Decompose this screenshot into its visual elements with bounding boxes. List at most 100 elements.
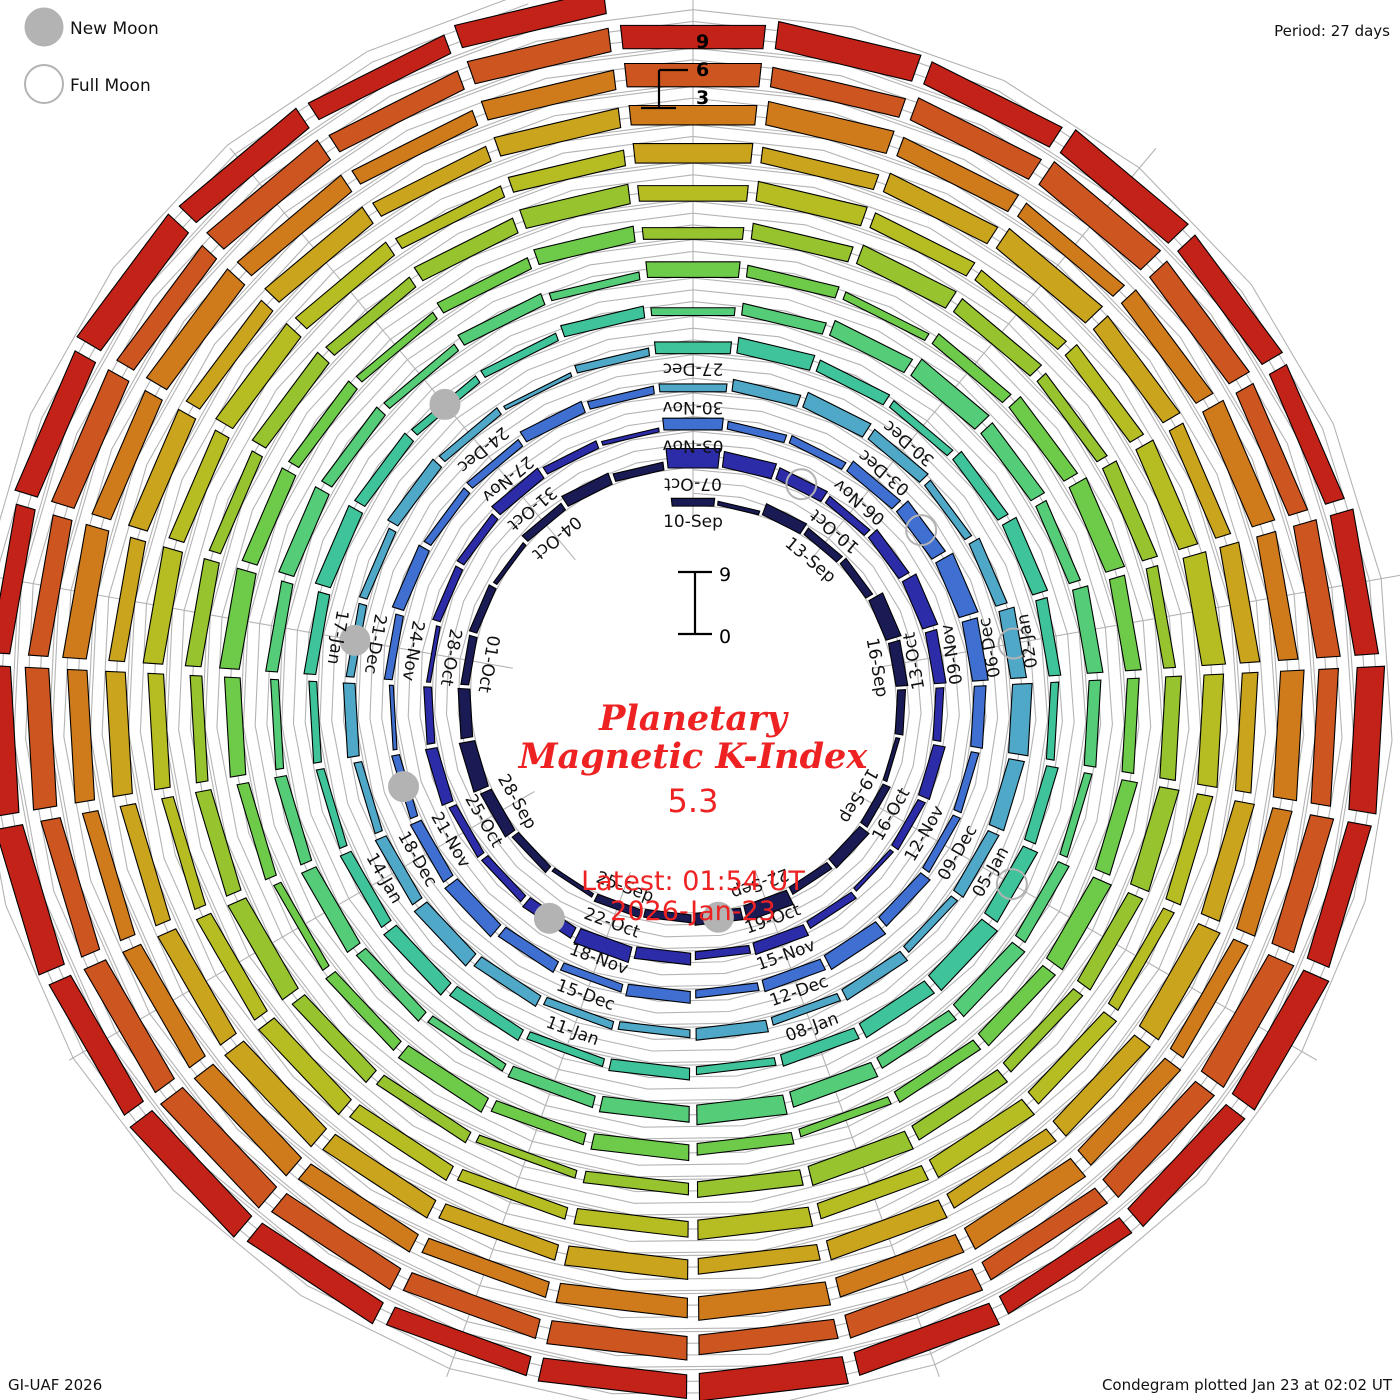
k-index-bar	[270, 1192, 402, 1291]
k-index-bar	[219, 567, 257, 670]
k-index-bar	[1235, 807, 1293, 937]
k-index-bar	[662, 417, 724, 431]
k-index-bar	[189, 674, 209, 784]
k-index-bar	[328, 70, 465, 153]
k-index-bar	[573, 927, 633, 964]
k-index-bar	[1016, 202, 1126, 298]
k-index-bar	[770, 992, 842, 1026]
k-index-bar	[521, 502, 567, 542]
k-index-bar	[1272, 669, 1305, 802]
k-index-bar	[142, 546, 184, 665]
k-index-bar	[432, 565, 464, 623]
k-index-bar	[224, 1040, 328, 1148]
k-index-bar	[193, 1063, 303, 1177]
k-index-bar	[893, 1039, 982, 1104]
k-index-bar	[1310, 667, 1340, 807]
full-moon-icon	[785, 468, 818, 501]
k-index-bar	[227, 897, 299, 1001]
gridline-spiral-k6	[0, 3, 1381, 1395]
k-index-bar	[1083, 679, 1102, 768]
k-index-bar	[980, 421, 1046, 502]
k-index-bar	[353, 760, 384, 835]
new-moon-icon	[24, 7, 64, 47]
k-index-bar	[322, 1133, 437, 1219]
k-index-bar	[456, 1168, 569, 1220]
k-index-bar	[573, 1207, 689, 1238]
k-index-bar	[998, 1216, 1133, 1315]
legend: New Moon Full Moon	[24, 7, 159, 104]
k-index-bar	[278, 485, 330, 578]
k-index-bar	[168, 429, 230, 544]
k-index-bar	[1348, 665, 1386, 815]
k-index-bar	[342, 682, 360, 759]
k-index-bar	[1177, 234, 1284, 366]
k-index-bar	[911, 1069, 1009, 1141]
k-index-bar	[563, 1245, 689, 1281]
k-index-bar	[246, 1222, 384, 1325]
k-index-bar	[479, 788, 516, 838]
k-index-bar	[598, 1095, 690, 1123]
k-index-bar	[348, 1104, 455, 1182]
legend-label-full-moon: Full Moon	[70, 76, 151, 96]
k-index-bar	[371, 145, 492, 217]
k-index-bar	[273, 881, 330, 972]
k-index-bar	[457, 292, 546, 346]
k-index-bar	[374, 835, 423, 906]
k-index-bar	[946, 1128, 1057, 1209]
k-index-bar	[1068, 477, 1126, 573]
k-index-bar	[145, 268, 246, 391]
k-index-bar	[765, 100, 895, 155]
k-index-bar	[637, 185, 749, 202]
k-index-bar	[525, 1031, 606, 1068]
k-index-bar	[816, 1164, 930, 1220]
k-index-bar	[307, 34, 452, 121]
k-index-bar	[869, 212, 976, 277]
k-index-bar	[961, 617, 989, 682]
k-index-bar	[835, 1233, 965, 1298]
k-index-bar	[1077, 1057, 1182, 1167]
k-index-bar	[0, 665, 20, 817]
k-index-bar	[698, 1356, 849, 1400]
k-index-bar	[507, 149, 627, 193]
k-index-bar	[1045, 876, 1113, 971]
k-index-bar	[1071, 585, 1104, 674]
k-index-bar	[236, 174, 353, 277]
k-index-bar	[402, 1272, 541, 1340]
k-index-bar	[394, 185, 506, 250]
date-label: 28-Oct	[436, 627, 466, 688]
k-index-bar	[355, 311, 438, 383]
k-index-bar	[40, 817, 101, 958]
k-index-bar	[127, 408, 197, 532]
k-index-bar	[1182, 551, 1227, 667]
k-index-bar	[413, 901, 477, 967]
k-index-bar	[122, 943, 206, 1069]
k-index-bar	[468, 584, 497, 634]
k-index-bar	[653, 341, 733, 355]
k-index-bar	[695, 1019, 770, 1041]
k-index-bar	[853, 848, 895, 892]
k-index-bar	[582, 1170, 690, 1196]
k-index-bar	[559, 305, 646, 338]
k-index-bar	[548, 271, 641, 302]
k-index-bar	[297, 1163, 419, 1253]
k-index-bar	[632, 143, 754, 164]
k-index-bar	[519, 400, 586, 443]
legend-label-new-moon: New Moon	[70, 19, 159, 39]
k-index-bar	[436, 256, 533, 314]
date-label: 24-Nov	[398, 619, 428, 683]
k-index-bar	[802, 391, 872, 438]
k-index-bar	[841, 950, 909, 1001]
k-index-bar	[1201, 399, 1276, 528]
k-index-bar	[750, 222, 854, 263]
k-index-bar	[1038, 160, 1162, 271]
k-index-bar	[642, 908, 692, 924]
k-index-bar	[995, 227, 1104, 324]
k-index-bar	[66, 668, 96, 804]
k-index-bar	[923, 61, 1063, 148]
k-index-bar	[533, 225, 636, 266]
k-index-bar	[560, 472, 613, 507]
moon-phase-markers	[339, 388, 1030, 934]
k-index-bar	[743, 889, 795, 922]
k-index-bar	[882, 172, 999, 245]
k-index-bar	[291, 993, 377, 1084]
